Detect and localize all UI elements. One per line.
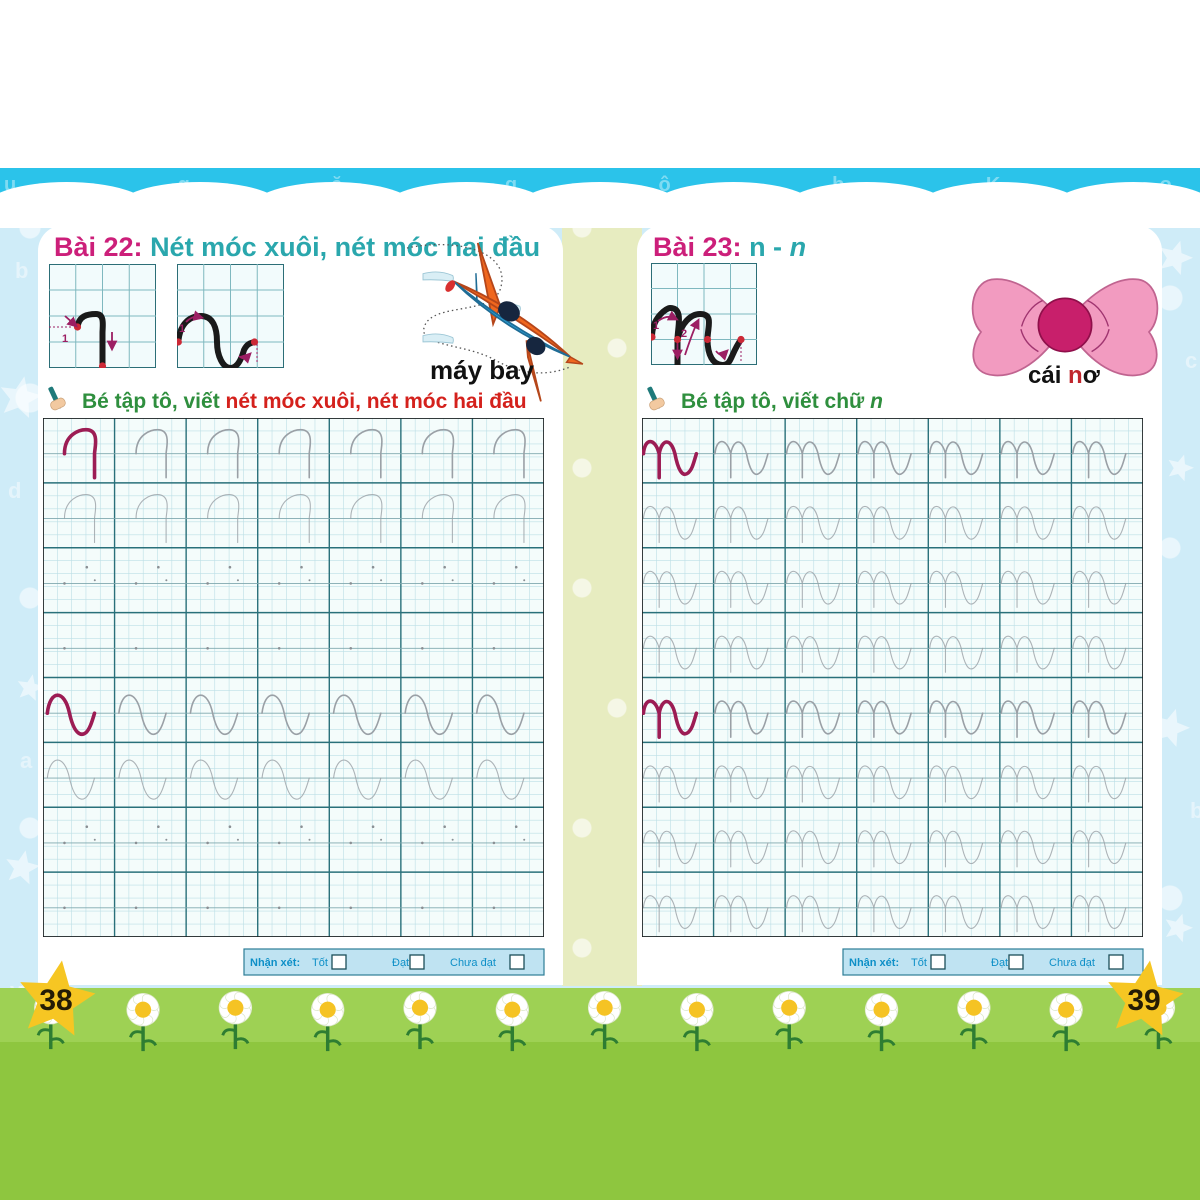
svg-text:Nhận xét:: Nhận xét: bbox=[849, 957, 899, 969]
svg-text:Chưa đạt: Chưa đạt bbox=[450, 957, 496, 969]
svg-text:38: 38 bbox=[39, 984, 72, 1017]
svg-text:1: 1 bbox=[62, 333, 68, 345]
svg-text:c: c bbox=[1185, 348, 1197, 373]
svg-text:Đạt: Đạt bbox=[991, 957, 1008, 969]
svg-text:39: 39 bbox=[1127, 984, 1160, 1017]
svg-text:d: d bbox=[8, 478, 21, 503]
svg-text:1: 1 bbox=[179, 323, 185, 335]
svg-text:Chưa đạt: Chưa đạt bbox=[1049, 957, 1095, 969]
svg-text:Tốt: Tốt bbox=[911, 957, 927, 969]
svg-text:Tốt: Tốt bbox=[312, 957, 328, 969]
svg-text:Đạt: Đạt bbox=[392, 957, 409, 969]
svg-text:1: 1 bbox=[653, 320, 659, 332]
svg-text:Nhận xét:: Nhận xét: bbox=[250, 957, 300, 969]
svg-text:b: b bbox=[1190, 798, 1200, 823]
svg-text:a: a bbox=[20, 748, 33, 773]
svg-text:2: 2 bbox=[681, 328, 687, 340]
svg-text:b: b bbox=[15, 258, 28, 283]
